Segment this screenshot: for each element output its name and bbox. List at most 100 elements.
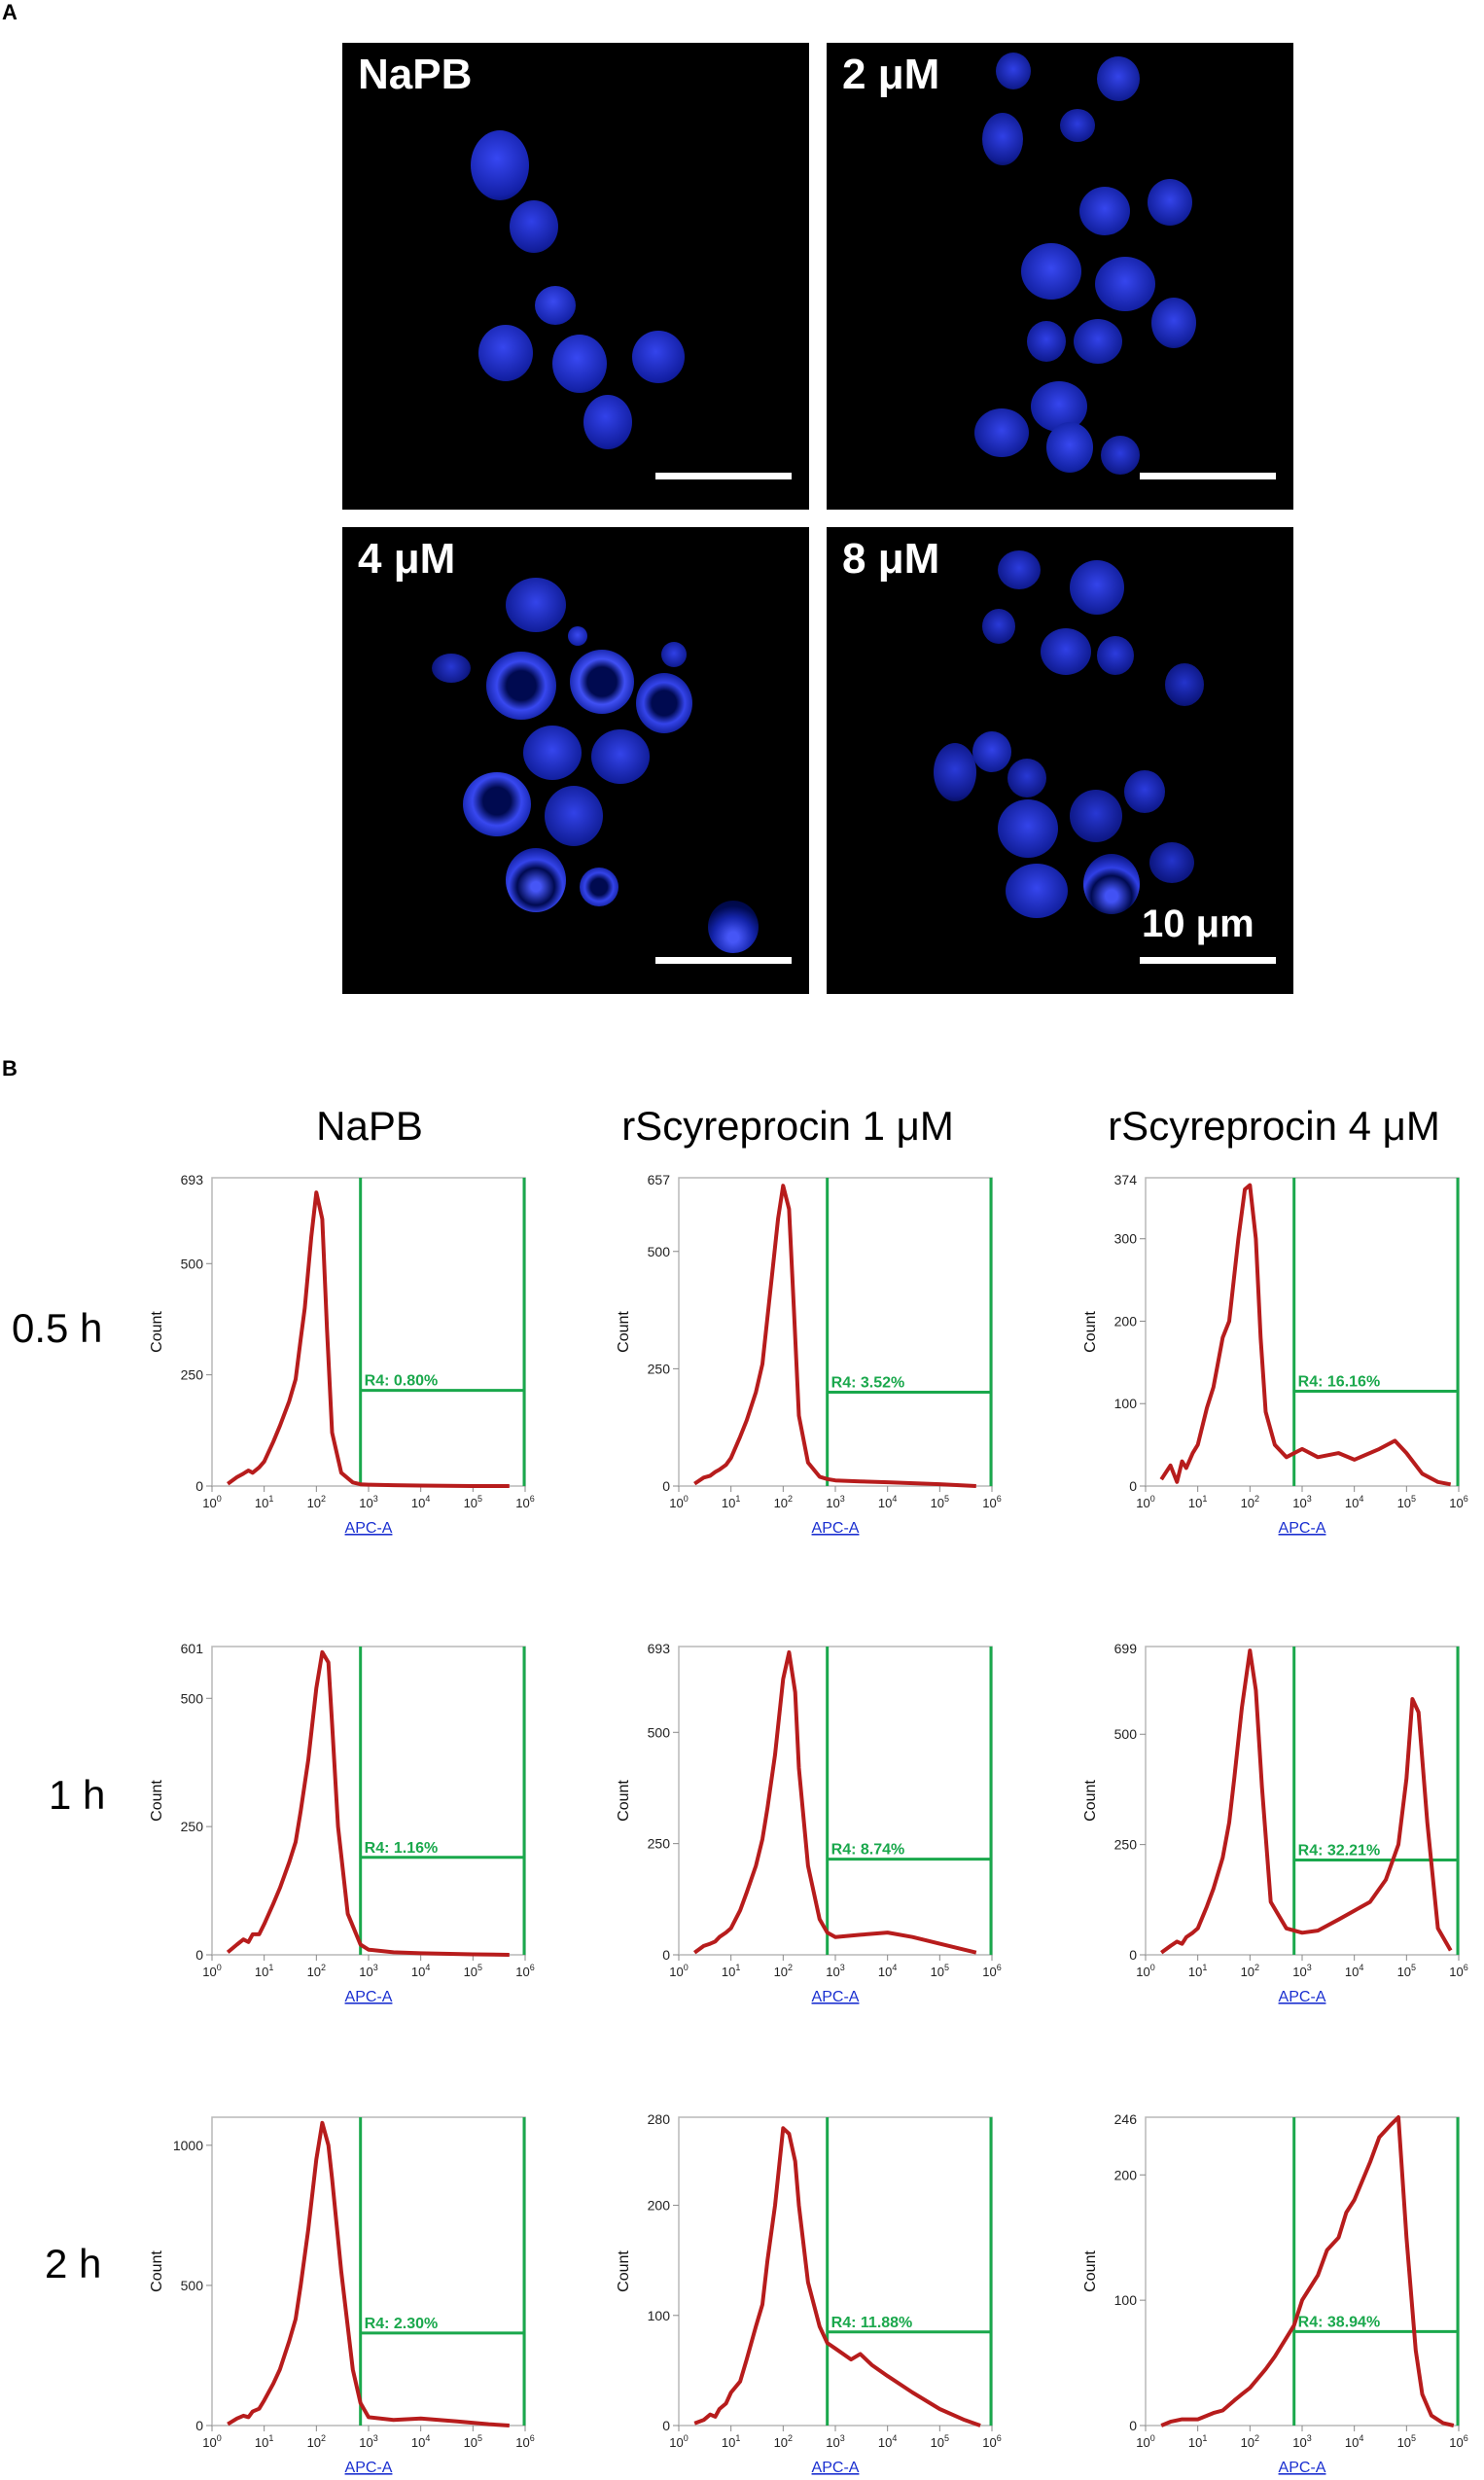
x-tick-exponent: 6 <box>1464 1963 1468 1972</box>
micrograph-napb: NaPB <box>342 43 809 510</box>
y-axis-label: Count <box>616 1780 632 1822</box>
x-tick-label: 103 <box>359 2433 377 2450</box>
cell <box>1074 319 1122 364</box>
x-tick-exponent: 2 <box>788 2433 793 2443</box>
y-tick-label: 1000 <box>173 2138 203 2153</box>
y-max-label: 693 <box>181 1172 204 1187</box>
x-tick-label: 105 <box>1397 2433 1416 2450</box>
x-tick-exponent: 5 <box>477 1963 482 1972</box>
cell <box>1151 298 1196 348</box>
histogram-curve <box>1159 1183 1452 1487</box>
row-title: 2 h <box>45 2241 102 2286</box>
y-tick-label: 250 <box>648 1836 671 1852</box>
x-tick-exponent: 2 <box>1254 2433 1259 2443</box>
x-tick-label: 105 <box>931 1494 949 1510</box>
y-tick-label: 500 <box>648 1724 671 1740</box>
cell <box>1060 109 1095 142</box>
y-tick-label: 500 <box>181 1690 204 1706</box>
x-axis-label: APC-A <box>345 1989 393 2005</box>
y-max-label: 699 <box>1114 1641 1138 1656</box>
y-tick-label: 200 <box>1114 2167 1138 2182</box>
y-tick-label: 100 <box>648 2308 671 2323</box>
x-tick-exponent: 6 <box>997 1494 1002 1504</box>
x-tick-exponent: 4 <box>1359 1494 1363 1504</box>
x-tick-exponent: 2 <box>788 1494 793 1504</box>
x-tick-label: 104 <box>878 1494 897 1510</box>
x-tick-label: 101 <box>722 2433 740 2450</box>
column-title: rScyreprocin 4 μM <box>1108 1103 1440 1149</box>
cell <box>708 901 759 953</box>
x-tick-exponent: 0 <box>1150 1494 1155 1504</box>
cell <box>591 729 650 784</box>
x-tick-label: 105 <box>931 2433 949 2450</box>
x-tick-exponent: 4 <box>892 1963 897 1972</box>
x-tick-label: 104 <box>1345 1963 1363 1979</box>
column-title: NaPB <box>316 1103 423 1149</box>
histogram-curve <box>693 1184 976 1488</box>
x-tick-label: 102 <box>1241 2433 1259 2450</box>
cell <box>998 550 1041 589</box>
x-tick-label: 106 <box>1449 2433 1467 2450</box>
y-tick-label: 0 <box>662 1478 670 1494</box>
x-tick-label: 102 <box>307 2433 326 2450</box>
x-tick-label: 102 <box>1241 1963 1259 1979</box>
cell <box>552 335 607 393</box>
micrograph-label: 4 μM <box>358 535 456 583</box>
x-tick-label: 102 <box>774 1494 793 1510</box>
y-axis-label: Count <box>616 2250 632 2292</box>
x-axis-label: APC-A <box>345 1520 393 1537</box>
y-tick-label: 0 <box>662 1947 670 1963</box>
micrograph-label: NaPB <box>358 51 473 98</box>
x-tick-label: 101 <box>255 2433 273 2450</box>
plot-frame <box>1145 2116 1460 2427</box>
cell <box>535 286 576 325</box>
histogram-curve <box>226 1649 510 1957</box>
cell <box>934 743 976 801</box>
cell <box>1021 243 1081 300</box>
x-tick-exponent: 0 <box>217 1494 222 1504</box>
x-tick-exponent: 3 <box>373 1963 378 1972</box>
x-tick-label: 105 <box>1397 1963 1416 1979</box>
cell <box>1070 560 1124 615</box>
cell <box>982 113 1023 165</box>
y-axis-label: Count <box>149 1780 165 1822</box>
x-tick-label: 100 <box>202 2433 221 2450</box>
cell <box>661 642 687 667</box>
x-axis-label: APC-A <box>812 2460 860 2476</box>
x-tick-exponent: 2 <box>321 1963 326 1972</box>
cell <box>506 848 566 912</box>
x-tick-label: 101 <box>1188 1963 1207 1979</box>
cell <box>1046 422 1093 473</box>
micrograph-label: 8 μM <box>842 535 940 583</box>
x-tick-exponent: 1 <box>735 2433 740 2443</box>
x-tick-exponent: 3 <box>840 2433 845 2443</box>
y-tick-label: 300 <box>1114 1231 1138 1247</box>
x-tick-label: 102 <box>774 2433 793 2450</box>
x-tick-label: 100 <box>1136 2433 1154 2450</box>
y-axis-label: Count <box>149 2250 165 2292</box>
cell <box>1124 770 1165 813</box>
x-axis-label: APC-A <box>812 1520 860 1537</box>
cell <box>570 650 634 714</box>
x-tick-exponent: 3 <box>373 1494 378 1504</box>
x-tick-exponent: 1 <box>735 1494 740 1504</box>
cell <box>1097 636 1134 675</box>
histogram-curve <box>227 2120 510 2427</box>
x-axis-label: APC-A <box>1279 2460 1326 2476</box>
x-tick-exponent: 0 <box>217 2433 222 2443</box>
x-tick-label: 105 <box>464 1963 482 1979</box>
x-tick-label: 100 <box>669 1494 688 1510</box>
x-tick-exponent: 2 <box>1254 1963 1259 1972</box>
x-tick-exponent: 5 <box>944 1963 949 1972</box>
y-max-label: 280 <box>648 2111 671 2127</box>
cell <box>1097 56 1140 101</box>
x-tick-label: 106 <box>1449 1963 1467 1979</box>
scale-bar <box>655 473 792 479</box>
gate-label: R4: 38.94% <box>1298 2314 1381 2330</box>
x-tick-label: 103 <box>359 1494 377 1510</box>
x-tick-exponent: 5 <box>477 1494 482 1504</box>
x-axis-label: APC-A <box>1279 1989 1326 2005</box>
cell <box>583 395 632 449</box>
plot-frame <box>1145 1646 1460 1956</box>
